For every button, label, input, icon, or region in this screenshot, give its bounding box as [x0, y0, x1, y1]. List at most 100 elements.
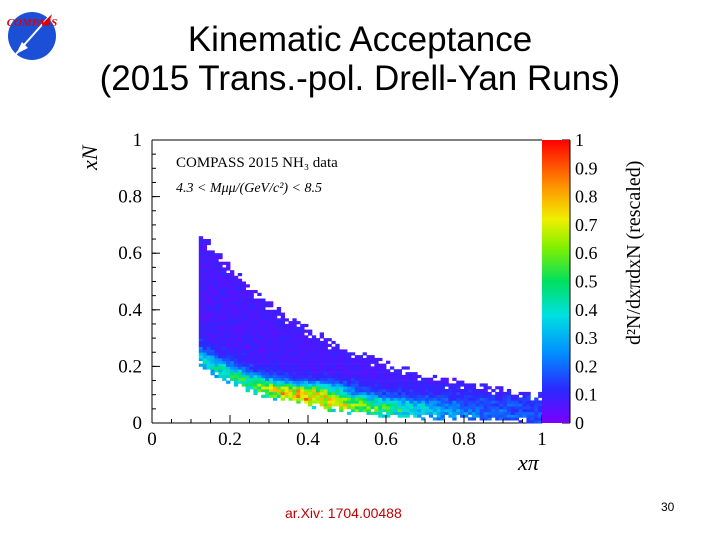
- heatmap-cell: [206, 278, 211, 282]
- heatmap-cell: [382, 389, 387, 393]
- heatmap-cell: [456, 386, 461, 390]
- y-tick-label: 0.6: [118, 243, 142, 264]
- heatmap-cell: [304, 335, 309, 339]
- heatmap-cell: [253, 318, 258, 322]
- heatmap-cell: [241, 323, 246, 328]
- heatmap-cell: [370, 391, 375, 396]
- heatmap-cell: [464, 389, 469, 393]
- heatmap-cell: [471, 414, 477, 418]
- heatmap-cell: [370, 397, 375, 401]
- heatmap-cell: [362, 383, 367, 387]
- heatmap-cell: [421, 380, 426, 384]
- heatmap-cell: [253, 307, 258, 311]
- heatmap-cell: [343, 400, 348, 404]
- heatmap-cell: [222, 304, 227, 308]
- heatmap-cell: [233, 321, 239, 325]
- heatmap-cell: [222, 318, 227, 322]
- heatmap-cell: [467, 408, 473, 413]
- colorbar-tick-label: 0.2: [575, 356, 598, 376]
- heatmap-cell: [522, 414, 527, 418]
- heatmap-cell: [210, 372, 215, 376]
- heatmap-cell: [230, 326, 235, 330]
- heatmap-cell: [444, 380, 449, 384]
- heatmap-cell: [339, 406, 344, 410]
- heatmap-cell: [510, 397, 516, 401]
- heatmap-cell: [467, 417, 473, 421]
- heatmap-cell: [288, 321, 293, 325]
- heatmap-cell: [300, 357, 305, 362]
- heatmap-cell: [401, 408, 406, 413]
- heatmap-cell: [319, 349, 324, 353]
- heatmap-cell: [233, 326, 239, 330]
- heatmap-cell: [265, 374, 270, 379]
- heatmap-cell: [230, 273, 235, 277]
- heatmap-cell: [245, 386, 250, 390]
- heatmap-cell: [327, 343, 332, 347]
- heatmap-cell: [198, 363, 204, 367]
- heatmap-cell: [456, 380, 461, 384]
- heatmap-cell: [202, 318, 207, 322]
- heatmap-cell: [354, 400, 360, 404]
- heatmap-cell: [409, 377, 414, 381]
- heatmap-cell: [296, 366, 301, 370]
- heatmap-cell: [245, 309, 250, 313]
- heatmap-cell: [409, 403, 414, 407]
- heatmap-cell: [245, 346, 250, 350]
- heatmap-cell: [491, 414, 496, 418]
- heatmap-cell: [499, 408, 504, 413]
- heatmap-cell: [202, 287, 207, 291]
- heatmap-cell: [222, 261, 227, 265]
- heatmap-cell: [315, 369, 321, 373]
- heatmap-cell: [483, 386, 488, 390]
- heatmap-cell: [214, 366, 219, 370]
- heatmap-cell: [315, 338, 321, 342]
- heatmap-cell: [230, 369, 235, 373]
- heatmap-cell: [522, 394, 527, 398]
- heatmap-cell: [284, 372, 289, 376]
- heatmap-cell: [237, 318, 243, 322]
- heatmap-cell: [370, 377, 375, 381]
- heatmap-cell: [335, 380, 340, 384]
- colorbar-label: d²N/dxπdxN (rescaled): [623, 161, 645, 345]
- heatmap-cell: [339, 377, 344, 381]
- heatmap-cell: [265, 338, 270, 342]
- heatmap-cell: [448, 408, 453, 413]
- heatmap-cell: [456, 383, 461, 387]
- heatmap-cell: [304, 329, 309, 333]
- heatmap-cell: [269, 360, 274, 364]
- heatmap-cell: [366, 403, 371, 407]
- heatmap-cell: [241, 326, 246, 330]
- heatmap-cell: [471, 408, 477, 413]
- heatmap-cell: [382, 400, 387, 404]
- heatmap-cell: [370, 406, 375, 410]
- heatmap-cell: [354, 406, 360, 410]
- heatmap-cell: [510, 394, 516, 398]
- heatmap-cell: [222, 374, 227, 379]
- heatmap-cell: [413, 394, 418, 398]
- heatmap-cell: [311, 397, 317, 401]
- heatmap-cell: [347, 355, 352, 359]
- heatmap-cell: [214, 278, 219, 282]
- heatmap-cell: [311, 357, 317, 362]
- heatmap-cell: [198, 346, 204, 350]
- heatmap-cell: [526, 391, 531, 396]
- heatmap-cell: [311, 400, 317, 404]
- heatmap-cell: [382, 391, 387, 396]
- heatmap-cell: [467, 406, 473, 410]
- heatmap-cell: [522, 391, 527, 396]
- heatmap-cell: [245, 343, 250, 347]
- heatmap-cell: [436, 408, 441, 413]
- heatmap-cell: [233, 307, 239, 311]
- heatmap-cell: [237, 292, 243, 296]
- heatmap-cell: [526, 414, 531, 418]
- heatmap-cell: [296, 346, 301, 350]
- heatmap-cell: [269, 380, 274, 384]
- heatmap-cell: [257, 383, 262, 387]
- heatmap-cell: [347, 366, 352, 370]
- heatmap-cell: [288, 374, 293, 379]
- heatmap-cell: [288, 363, 293, 367]
- heatmap-cell: [222, 343, 227, 347]
- heatmap-cell: [366, 355, 371, 359]
- heatmap-cell: [237, 374, 243, 379]
- heatmap-cell: [253, 321, 258, 325]
